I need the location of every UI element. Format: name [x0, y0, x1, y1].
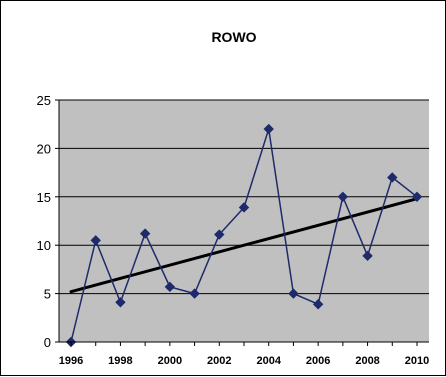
data-point	[411, 191, 423, 203]
x-tick-label: 2006	[306, 355, 330, 367]
x-tick-label: 1996	[59, 355, 83, 367]
data-point	[288, 288, 299, 299]
data-point	[164, 281, 176, 293]
trendline	[69, 197, 419, 294]
x-tick-label: 1998	[108, 355, 132, 367]
chart-title: ROWO	[211, 29, 256, 45]
data-point	[362, 250, 373, 262]
y-tick-label: 25	[37, 93, 51, 108]
data-point	[115, 297, 126, 308]
data-point	[139, 228, 151, 239]
data-point	[263, 123, 274, 135]
y-tick-label: 15	[37, 190, 51, 205]
data-point	[90, 235, 101, 246]
x-tick-label: 2000	[158, 355, 182, 367]
data-point	[214, 229, 225, 240]
trendline-group	[69, 197, 419, 294]
y-tick-label: 10	[37, 238, 51, 253]
x-tick-label: 2002	[207, 355, 231, 367]
data-point	[312, 299, 324, 310]
data-point	[238, 202, 250, 213]
y-tick-label: 20	[37, 141, 51, 156]
data-point	[337, 191, 349, 203]
y-tick-label: 0	[44, 335, 51, 350]
y-axis: 0 5 10 15 20 25	[37, 93, 60, 350]
data-point	[189, 288, 200, 299]
data-point	[387, 172, 398, 183]
x-tick-label: 2004	[256, 355, 281, 367]
plot-area	[59, 100, 429, 342]
x-tick-label: 2008	[355, 355, 379, 367]
x-axis: 1996 1998 2000 2002 2004 2006 2008 2010	[59, 341, 429, 367]
x-tick-label: 2010	[405, 355, 429, 367]
series-group	[65, 123, 423, 348]
y-tick-label: 5	[44, 287, 51, 302]
